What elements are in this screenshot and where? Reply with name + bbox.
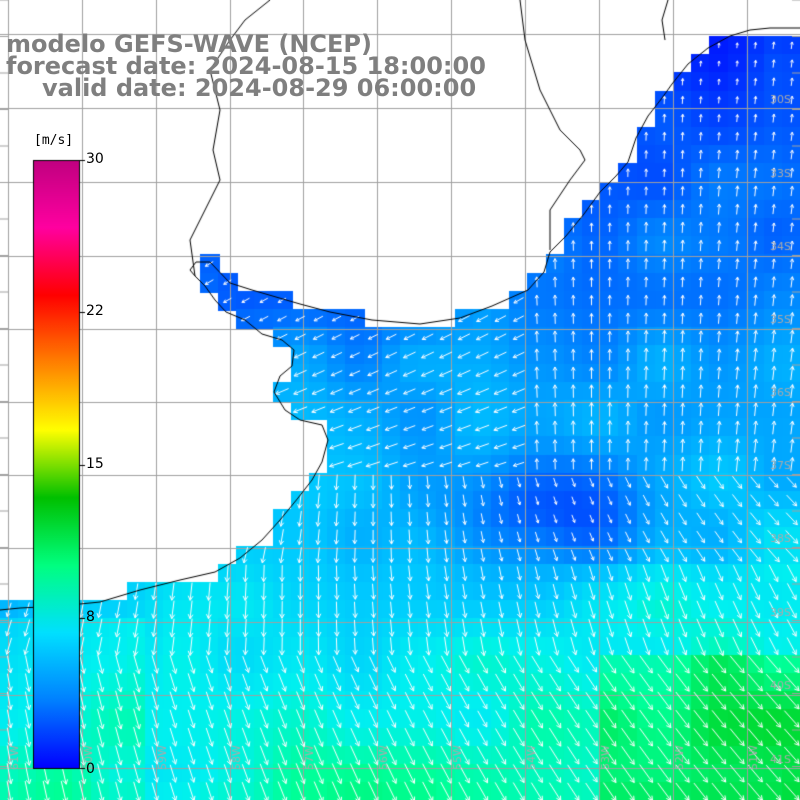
colorbar-tick-22: 22 xyxy=(86,303,104,319)
colorbar-unit: [m/s] xyxy=(34,133,74,148)
colorbar-tick-30: 30 xyxy=(86,151,104,167)
forecast-date: forecast date: 2024-08-15 18:00:00 xyxy=(6,52,486,80)
colorbar-tick-0: 0 xyxy=(86,761,95,777)
valid-date: valid date: 2024-08-29 06:00:00 xyxy=(42,74,477,102)
colorbar-tick-15: 15 xyxy=(86,456,104,472)
model-title: modelo GEFS-WAVE (NCEP) xyxy=(6,30,372,58)
colorbar-tick-8: 8 xyxy=(86,609,95,625)
